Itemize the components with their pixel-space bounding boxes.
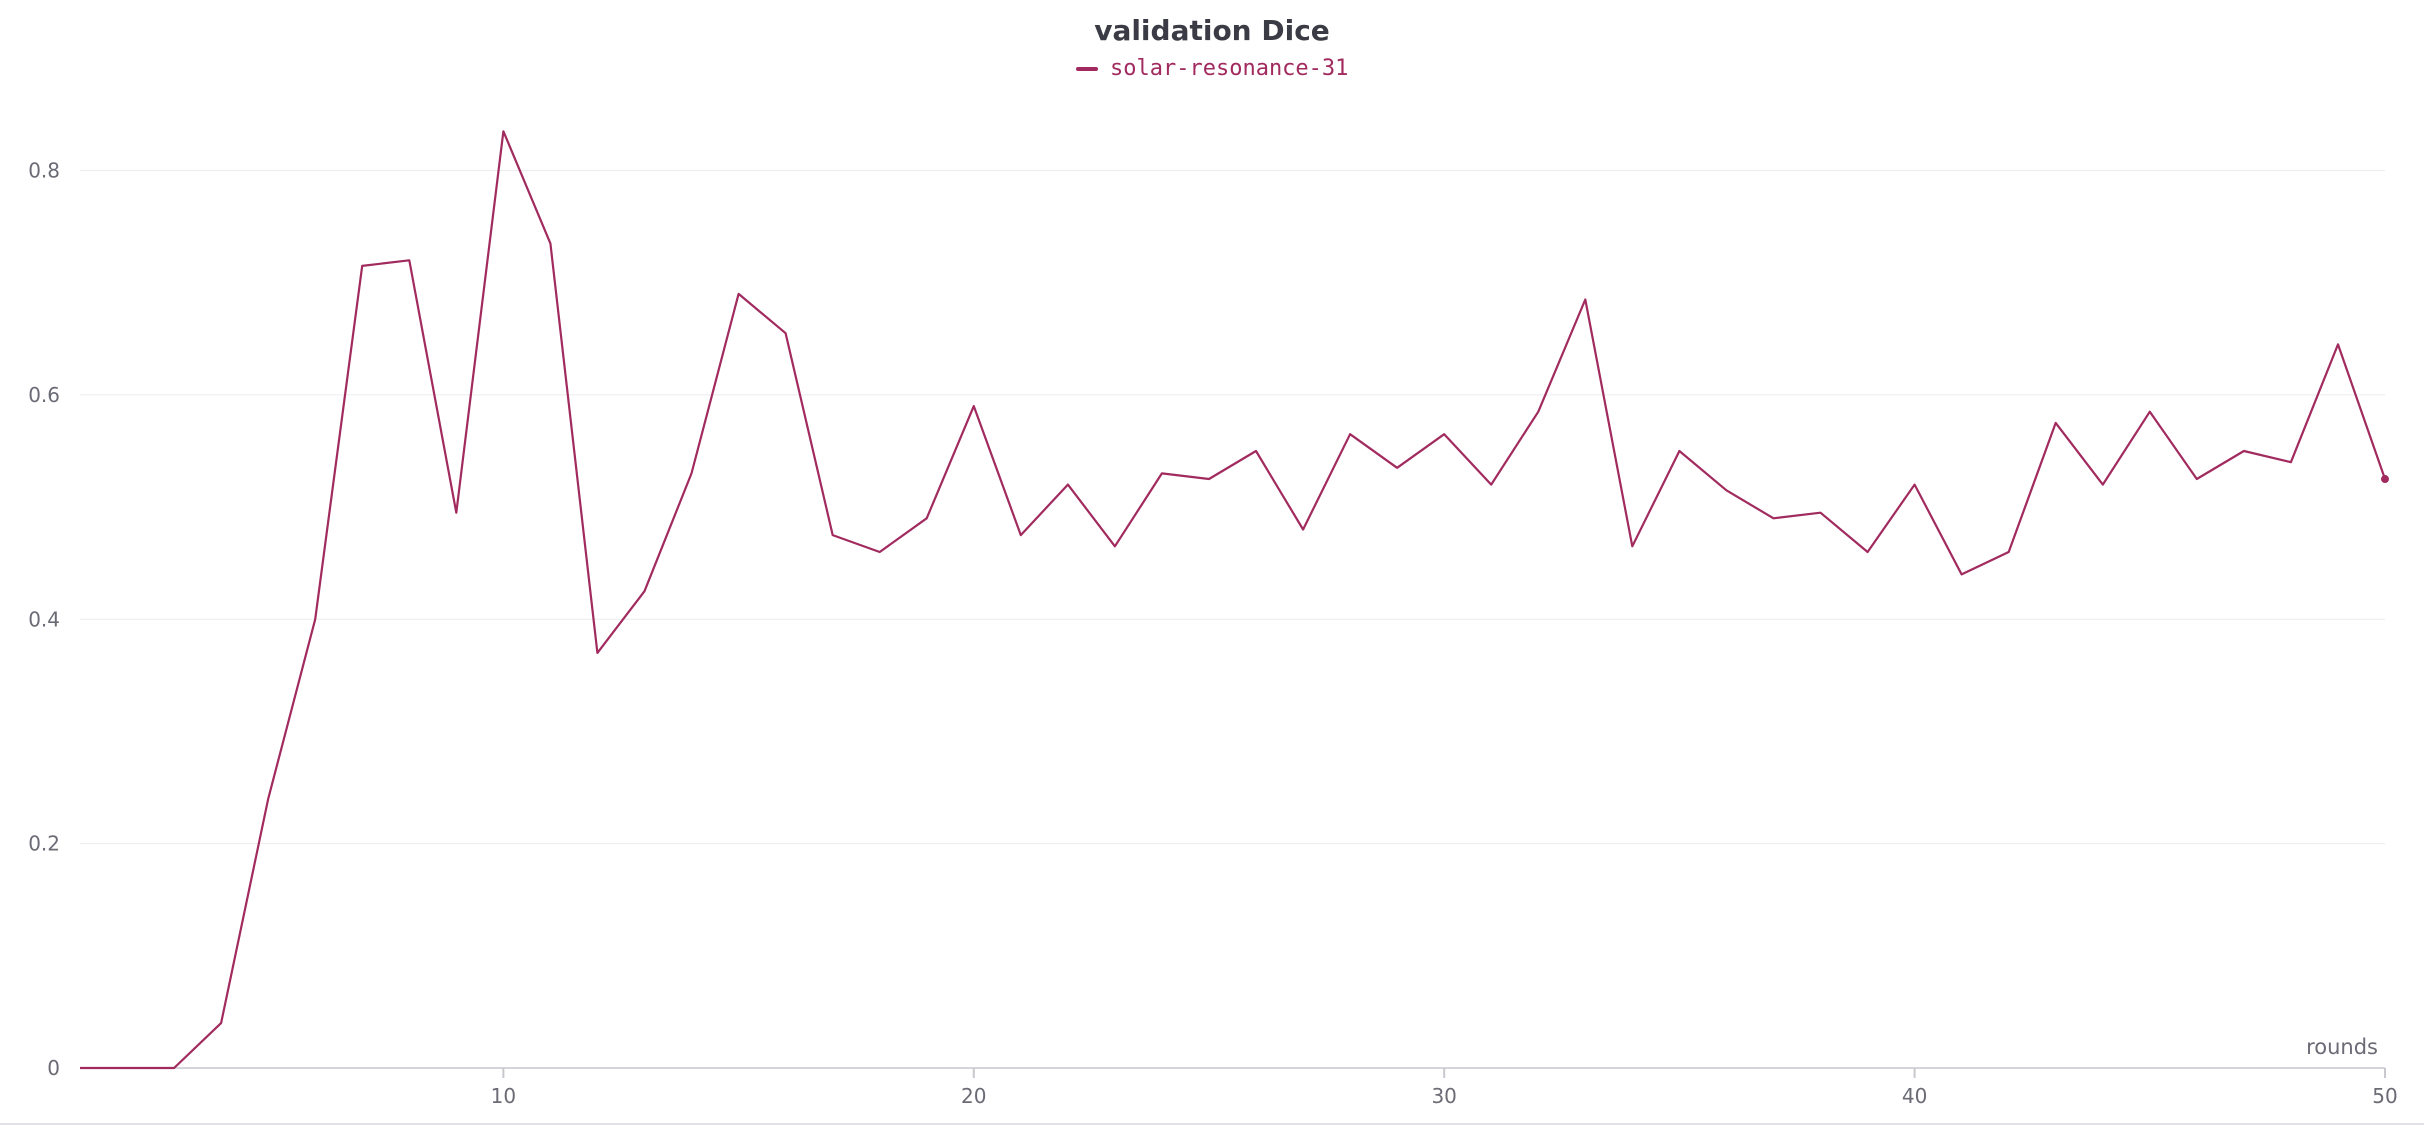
x-tick-label: 10 bbox=[491, 1084, 516, 1108]
x-tick-label: 30 bbox=[1431, 1084, 1456, 1108]
legend-series-label: solar-resonance-31 bbox=[1110, 56, 1349, 81]
x-axis-label: rounds bbox=[2306, 1035, 2378, 1059]
legend-swatch bbox=[1076, 66, 1098, 71]
y-tick-label: 0.6 bbox=[28, 383, 60, 407]
x-tick-label: 20 bbox=[961, 1084, 986, 1108]
chart-title: validation Dice bbox=[1094, 14, 1330, 47]
legend[interactable]: solar-resonance-31 bbox=[1076, 56, 1348, 81]
y-tick-label: 0.2 bbox=[28, 832, 60, 856]
x-tick-label: 50 bbox=[2372, 1084, 2397, 1108]
x-tick-label: 40 bbox=[1902, 1084, 1927, 1108]
last-point-marker bbox=[2381, 475, 2389, 484]
series-line-solar-resonance-31 bbox=[80, 130, 2387, 1070]
y-tick-label: 0 bbox=[47, 1056, 60, 1080]
y-tick-label: 0.8 bbox=[28, 159, 60, 183]
y-tick-label: 0.4 bbox=[28, 607, 60, 631]
